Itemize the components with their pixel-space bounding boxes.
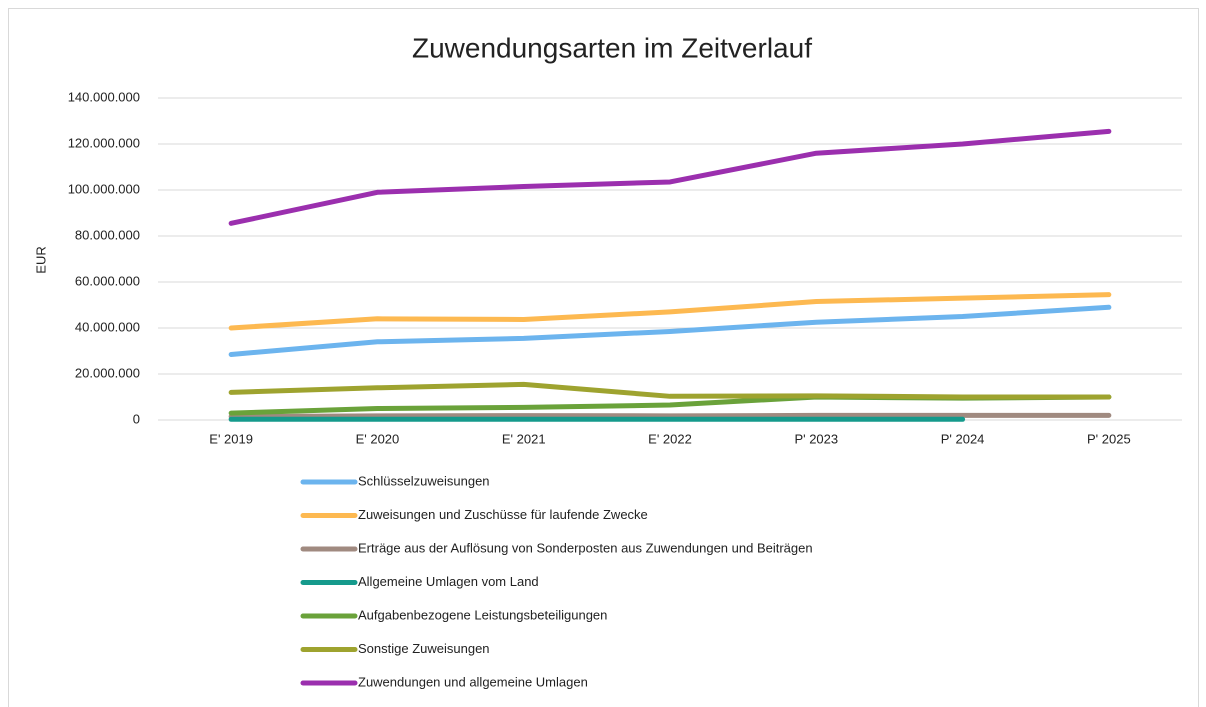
x-tick-label: E' 2021 [502, 431, 546, 446]
y-tick-label: 60.000.000 [75, 273, 140, 288]
legend-label: Zuwendungen und allgemeine Umlagen [358, 674, 588, 689]
y-tick-label: 140.000.000 [68, 89, 140, 104]
chart-title: Zuwendungsarten im Zeitverlauf [412, 32, 812, 63]
x-tick-label: E' 2022 [648, 431, 692, 446]
y-tick-label: 100.000.000 [68, 181, 140, 196]
legend-label: Zuweisungen und Zuschüsse für laufende Z… [358, 507, 648, 522]
legend-label: Allgemeine Umlagen vom Land [358, 574, 539, 589]
legend-label: Sonstige Zuweisungen [358, 641, 490, 656]
data-line [228, 381, 1112, 400]
legend-label: Aufgabenbezogene Leistungsbeteiligungen [358, 607, 607, 622]
x-tick-label: P' 2025 [1087, 431, 1131, 446]
data-line [228, 292, 1112, 331]
x-tick-label: E' 2019 [209, 431, 253, 446]
legend-label: Erträge aus der Auflösung von Sonderpost… [358, 540, 813, 555]
y-tick-label: 20.000.000 [75, 365, 140, 380]
y-tick-label: 80.000.000 [75, 227, 140, 242]
y-tick-label: 0 [133, 411, 140, 426]
x-tick-label: E' 2020 [356, 431, 400, 446]
x-tick-label: P' 2024 [941, 431, 985, 446]
data-line [228, 304, 1112, 357]
data-line [228, 412, 1112, 420]
y-axis-label: EUR [33, 246, 48, 273]
y-tick-label: 40.000.000 [75, 319, 140, 334]
chart-border [8, 8, 1199, 707]
x-tick-label: P' 2023 [794, 431, 838, 446]
y-tick-label: 120.000.000 [68, 135, 140, 150]
data-line [228, 128, 1112, 226]
legend-label: Schlüsselzuweisungen [358, 473, 490, 488]
